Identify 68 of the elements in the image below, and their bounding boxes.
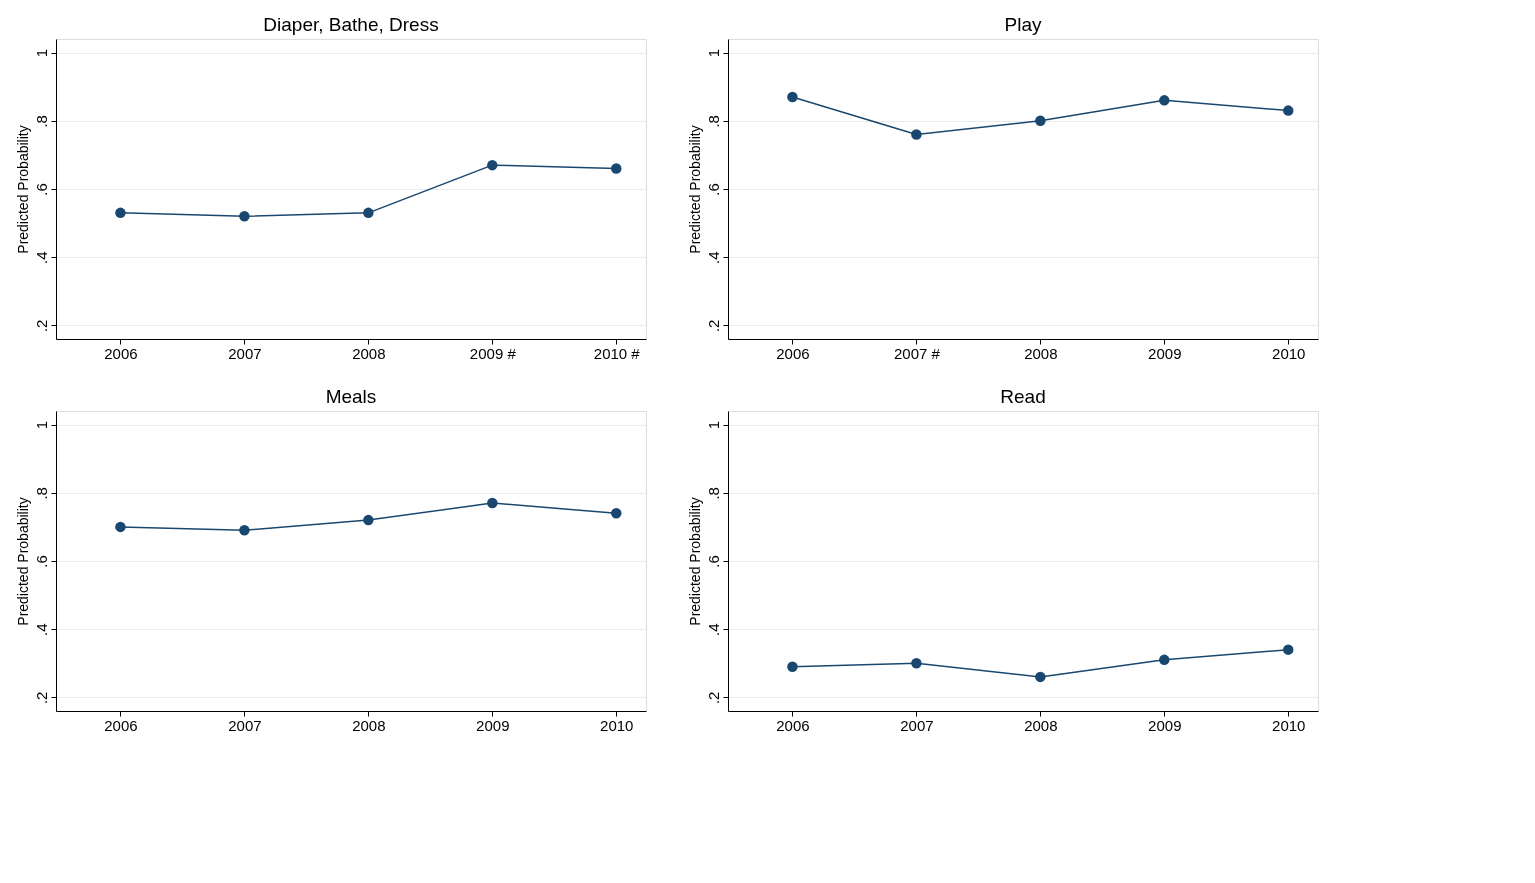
y-tick-label: 1 <box>32 48 50 58</box>
x-tick-label: 2010 <box>1272 716 1306 734</box>
point <box>363 207 374 219</box>
point <box>115 521 126 533</box>
chart-title: Play <box>1004 14 1042 35</box>
x-tick-label: 2008 <box>1024 716 1058 734</box>
point <box>911 658 922 669</box>
x-tick-label: 2009 <box>1148 716 1182 734</box>
x-tick-label: 2006 <box>104 716 138 734</box>
y-tick-label: 1 <box>32 420 50 430</box>
y-tick-label: .2 <box>704 319 722 333</box>
x-tick-label: 2010 <box>1272 344 1306 362</box>
y-axis-title: Predicted Probability <box>686 125 703 254</box>
x-tick-label: 2006 <box>776 344 810 362</box>
x-tick-label: 2006 <box>104 344 138 362</box>
y-tick-label: .4 <box>32 251 50 264</box>
y-tick-label: .2 <box>32 691 50 705</box>
point <box>239 211 250 222</box>
y-tick-label: .6 <box>32 183 50 196</box>
y-tick-label: .4 <box>704 251 722 264</box>
y-axis-title: Predicted Probability <box>14 497 31 626</box>
point <box>787 91 798 103</box>
point <box>1283 105 1294 116</box>
y-tick-label: .2 <box>704 691 722 705</box>
x-tick-label: 2010 <box>600 716 634 734</box>
y-tick-label: .8 <box>704 115 722 128</box>
y-tick-label: .8 <box>704 487 722 500</box>
point <box>1035 115 1046 127</box>
x-tick-label: 2008 <box>352 344 386 362</box>
y-tick-label: 1 <box>704 48 722 58</box>
y-tick-label: .6 <box>704 183 722 196</box>
point <box>1159 95 1170 106</box>
y-tick-label: .2 <box>32 319 50 333</box>
y-tick-label: .6 <box>704 555 722 568</box>
chart-title: Meals <box>325 386 377 407</box>
point <box>911 129 922 140</box>
x-tick-label: 2007 # <box>893 344 941 362</box>
point <box>487 497 498 509</box>
point <box>115 207 126 219</box>
x-tick-label: 2006 <box>776 716 810 734</box>
y-tick-label: .4 <box>32 623 50 636</box>
point <box>611 508 622 519</box>
chart-title: Read <box>1000 386 1046 407</box>
point <box>1035 671 1046 683</box>
x-tick-label: 2009 # <box>469 344 517 362</box>
y-axis-title: Predicted Probability <box>14 125 31 254</box>
y-tick-label: .8 <box>32 115 50 128</box>
x-tick-label: 2008 <box>1024 344 1058 362</box>
point <box>611 163 622 174</box>
point <box>363 514 374 526</box>
y-axis-title: Predicted Probability <box>686 497 703 626</box>
x-tick-label: 2009 <box>476 716 510 734</box>
y-tick-label: .8 <box>32 487 50 500</box>
point <box>239 525 250 536</box>
x-tick-label: 2007 <box>228 344 262 362</box>
x-tick-label: 2008 <box>352 716 386 734</box>
x-tick-label: 2010 # <box>593 344 641 362</box>
point <box>487 159 498 171</box>
x-tick-label: 2007 <box>900 716 934 734</box>
y-tick-label: .6 <box>32 555 50 568</box>
chart-title: Diaper, Bathe, Dress <box>263 14 439 35</box>
point <box>1159 654 1170 666</box>
y-tick-label: .4 <box>704 623 722 636</box>
y-tick-label: 1 <box>704 420 722 430</box>
x-tick-label: 2009 <box>1148 344 1182 362</box>
x-tick-label: 2007 <box>228 716 262 734</box>
point <box>1283 644 1294 655</box>
point <box>787 661 798 672</box>
